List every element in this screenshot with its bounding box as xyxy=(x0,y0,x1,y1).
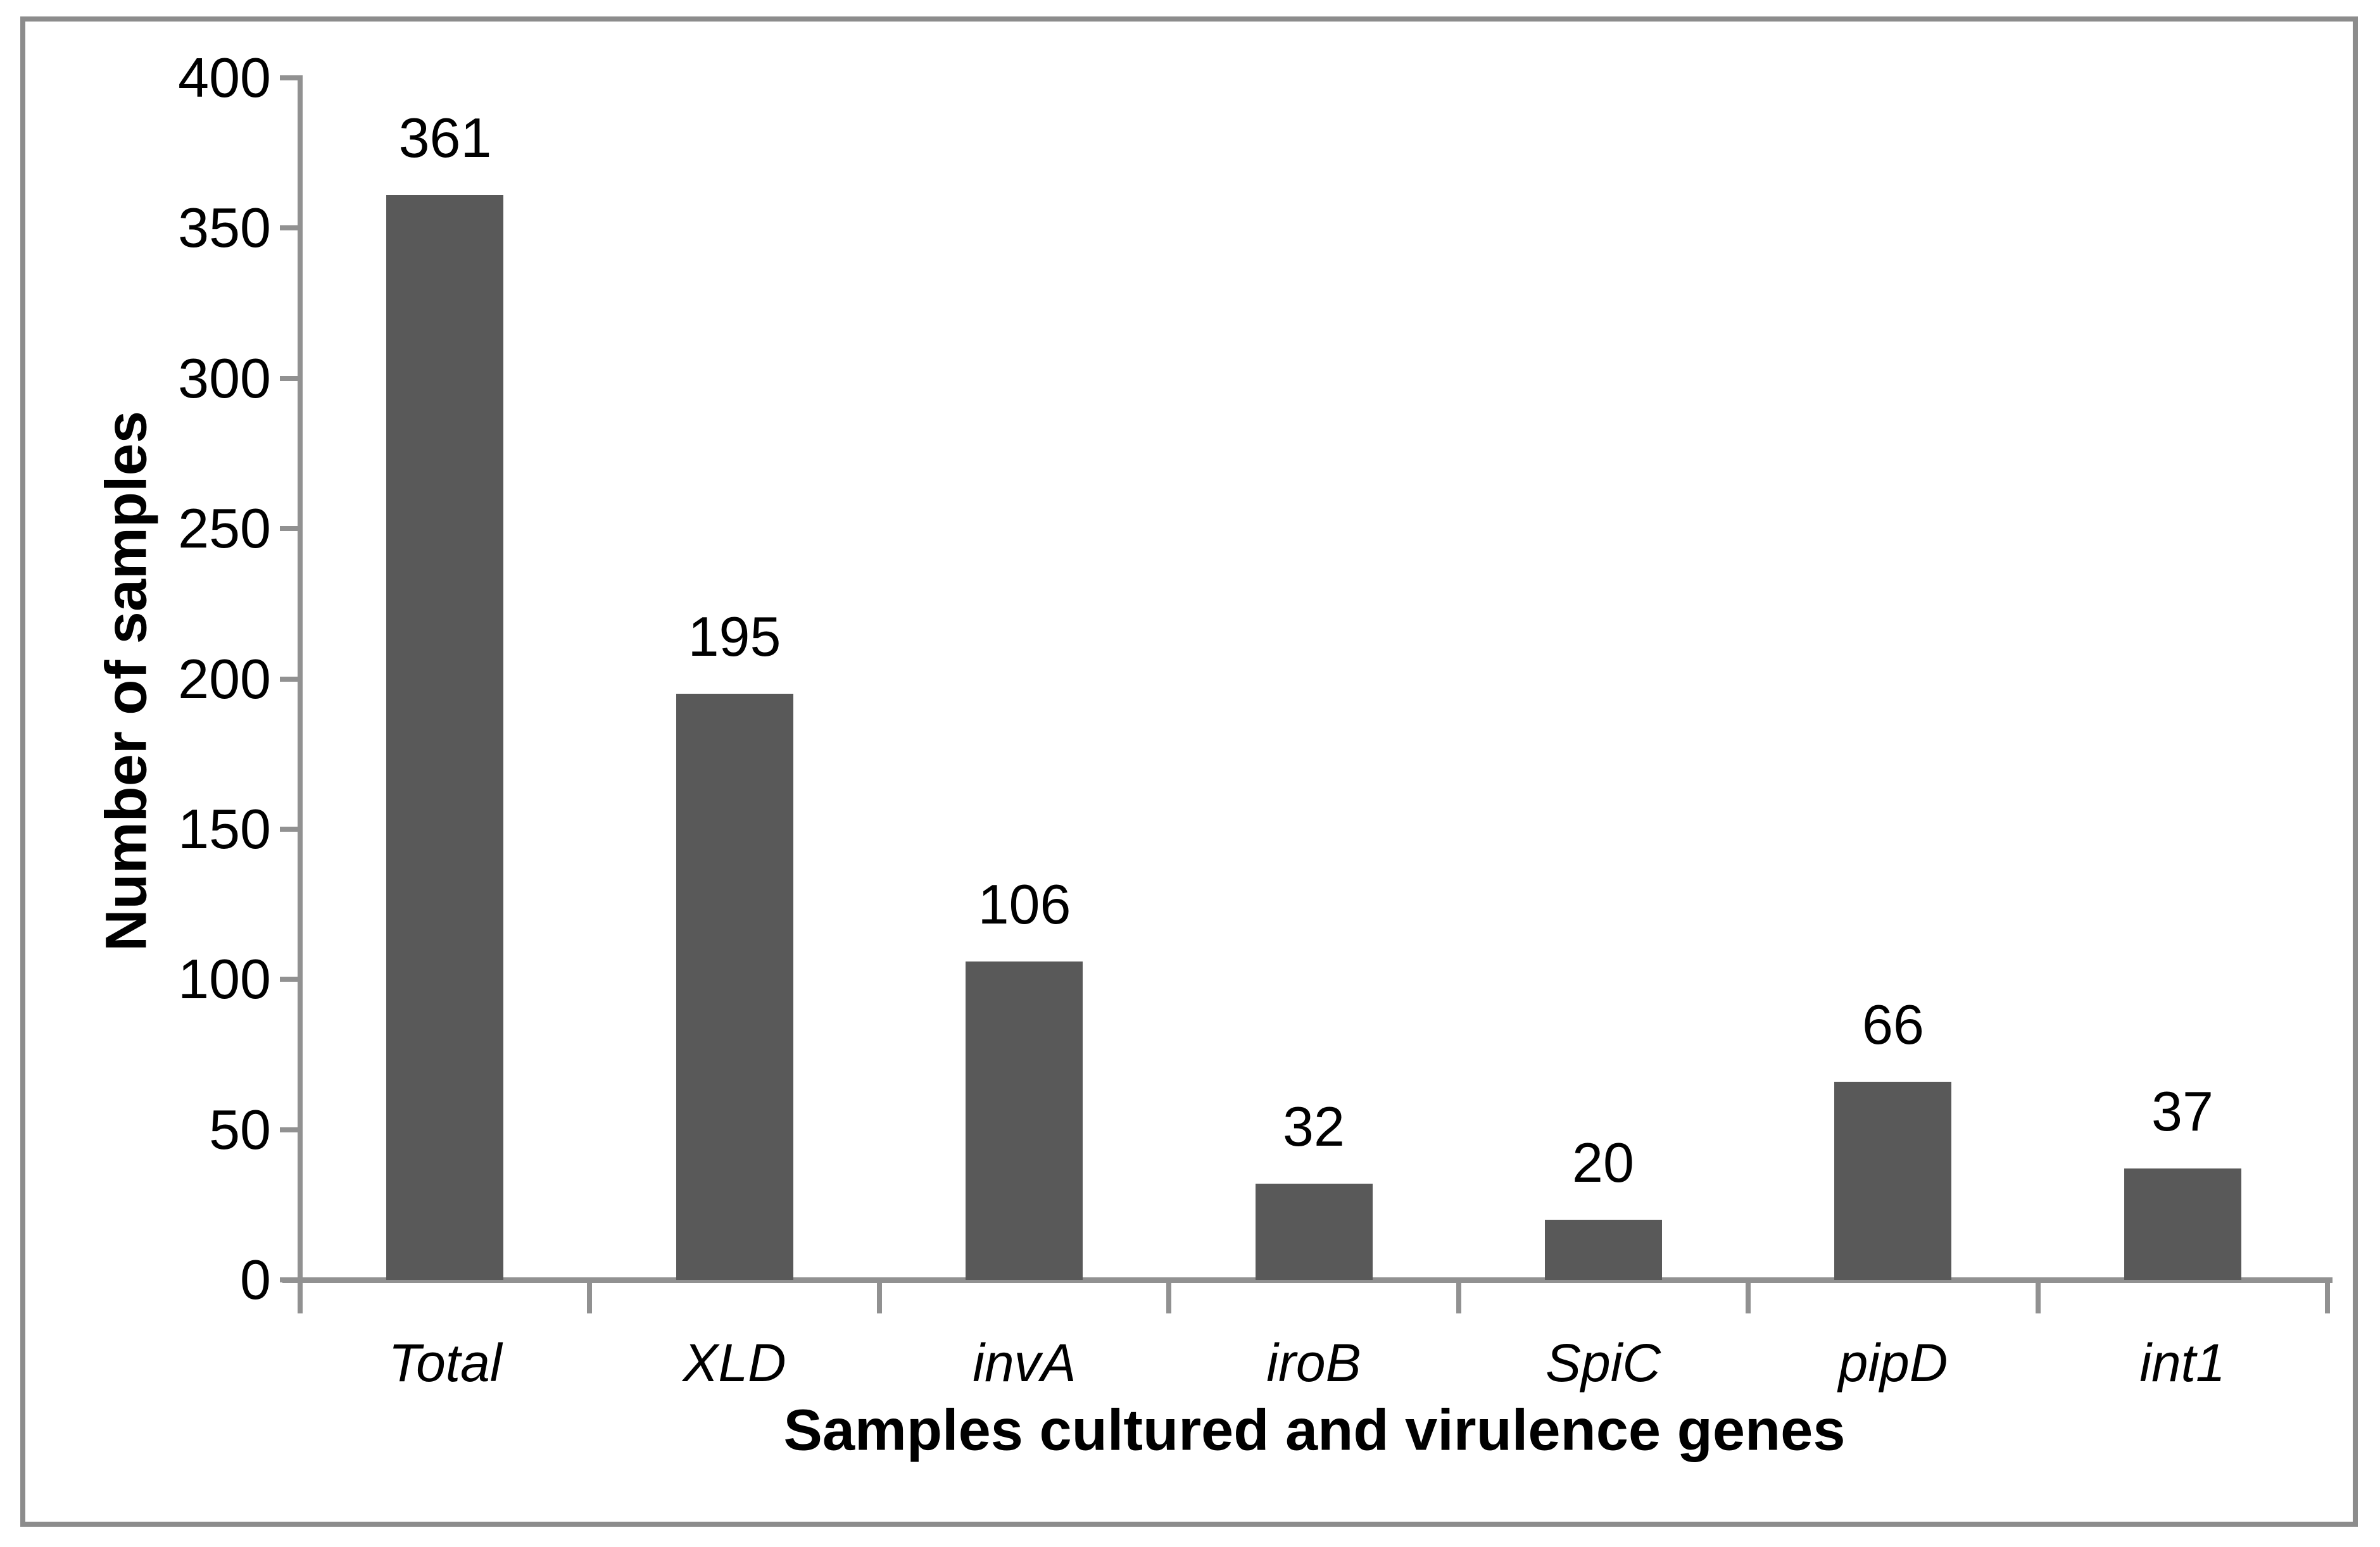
x-axis-tick xyxy=(1456,1283,1461,1313)
bar-pipd xyxy=(1834,1082,1951,1280)
bar-value-label: 195 xyxy=(688,605,781,668)
y-axis-tick xyxy=(280,75,300,80)
bar-value-label: 66 xyxy=(1862,993,1924,1056)
x-axis-tick xyxy=(876,1283,882,1313)
category-label: invA xyxy=(973,1333,1076,1393)
y-axis-tick xyxy=(280,1127,300,1132)
y-axis-tick-label: 250 xyxy=(178,497,271,560)
category-label: SpiC xyxy=(1545,1333,1661,1393)
y-axis-tick xyxy=(280,1277,300,1282)
x-axis-tick xyxy=(2035,1283,2041,1313)
y-axis-tick xyxy=(280,225,300,231)
bar-total xyxy=(386,195,503,1280)
bar-value-label: 361 xyxy=(398,106,492,169)
x-axis-tick xyxy=(2325,1283,2330,1313)
bar-value-label: 106 xyxy=(978,873,1071,936)
x-axis-title: Samples cultured and virulence genes xyxy=(783,1398,1846,1463)
x-axis-tick xyxy=(298,1283,303,1313)
bar-xld xyxy=(676,694,793,1280)
bar-irob xyxy=(1256,1184,1373,1280)
bar-value-label: 37 xyxy=(2151,1080,2213,1143)
category-label: iroB xyxy=(1266,1333,1361,1393)
category-label: XLD xyxy=(683,1333,786,1393)
category-label: int1 xyxy=(2139,1333,2226,1393)
category-label: pipD xyxy=(1838,1333,1948,1393)
y-axis-tick xyxy=(280,977,300,982)
y-axis-tick-label: 300 xyxy=(178,346,271,410)
y-axis-tick-label: 0 xyxy=(240,1248,271,1311)
y-axis-tick-label: 350 xyxy=(178,196,271,260)
category-label: Total xyxy=(388,1333,502,1393)
y-axis-tick xyxy=(280,526,300,532)
figure-border-frame xyxy=(20,16,2358,1527)
y-axis-tick xyxy=(280,375,300,381)
bar-value-label: 20 xyxy=(1572,1131,1634,1194)
x-axis-tick xyxy=(1166,1283,1172,1313)
bar-value-label: 32 xyxy=(1283,1095,1345,1158)
y-axis-tick-label: 100 xyxy=(178,948,271,1011)
y-axis-tick-label: 150 xyxy=(178,797,271,860)
y-axis-tick-label: 200 xyxy=(178,647,271,710)
x-axis-line xyxy=(282,1277,2333,1283)
y-axis-tick xyxy=(280,676,300,682)
x-axis-tick xyxy=(1746,1283,1751,1313)
bar-spic xyxy=(1545,1220,1662,1280)
y-axis-tick xyxy=(280,826,300,832)
x-axis-tick xyxy=(587,1283,593,1313)
y-axis-line xyxy=(298,75,303,1286)
bar-int1 xyxy=(2124,1168,2241,1280)
y-axis-tick-label: 50 xyxy=(209,1098,271,1161)
y-axis-tick-label: 400 xyxy=(178,46,271,109)
bar-inva xyxy=(966,961,1083,1280)
